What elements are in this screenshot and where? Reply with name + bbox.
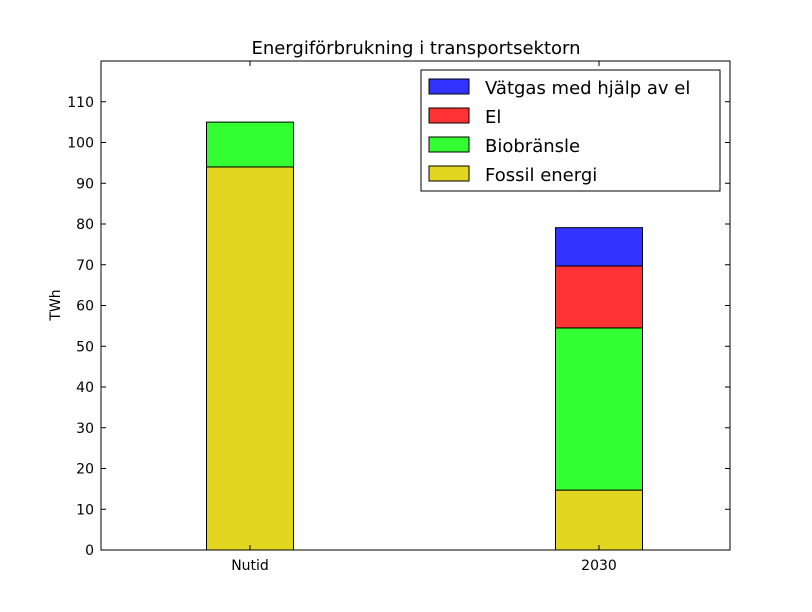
legend-label: Vätgas med hjälp av el xyxy=(485,78,690,99)
legend-label: Fossil energi xyxy=(485,165,597,186)
y-tick-label: 100 xyxy=(67,136,94,152)
bar-segment-nutid-series-0 xyxy=(206,166,294,551)
bar-segment-2030-series-3 xyxy=(555,227,643,267)
bar-segment-2030-series-2 xyxy=(555,265,643,329)
y-tick-label: 80 xyxy=(76,217,94,233)
y-axis-label: TWh xyxy=(48,289,64,321)
y-tick-label: 10 xyxy=(76,502,94,518)
bar-segment-2030-series-0 xyxy=(555,489,643,551)
legend-box xyxy=(420,69,721,192)
y-tick-label: 70 xyxy=(76,258,94,274)
y-tick-label: 60 xyxy=(76,299,94,315)
legend-label: Biobränsle xyxy=(485,136,580,157)
y-tick-label: 110 xyxy=(67,95,94,111)
y-axis-ticks: 0 10 20 30 40 50 60 70 80 90 100 110 xyxy=(67,95,730,559)
x-tick-label: 2030 xyxy=(581,558,617,574)
legend-swatch xyxy=(428,78,470,95)
y-tick-label: 50 xyxy=(76,339,94,355)
x-axis-ticks: Nutid 2030 xyxy=(231,61,617,574)
legend: Vätgas med hjälp av el El Biobränsle Fossil… xyxy=(420,69,721,192)
legend-swatch xyxy=(428,136,470,153)
y-tick-label: 20 xyxy=(76,462,94,478)
y-tick-label: 90 xyxy=(76,176,94,192)
x-tick-label: Nutid xyxy=(231,558,269,574)
legend-swatch xyxy=(428,165,470,182)
bar-segment-nutid-series-1 xyxy=(206,121,294,168)
y-tick-label: 30 xyxy=(76,421,94,437)
legend-label: El xyxy=(485,107,501,128)
bar-segment-2030-series-1 xyxy=(555,327,643,491)
chart-title: Energiförbrukning i transportsektorn xyxy=(251,38,580,59)
y-tick-label: 0 xyxy=(85,543,94,559)
y-tick-label: 40 xyxy=(76,380,94,396)
legend-swatch xyxy=(428,107,470,124)
bars-layer xyxy=(206,121,643,551)
